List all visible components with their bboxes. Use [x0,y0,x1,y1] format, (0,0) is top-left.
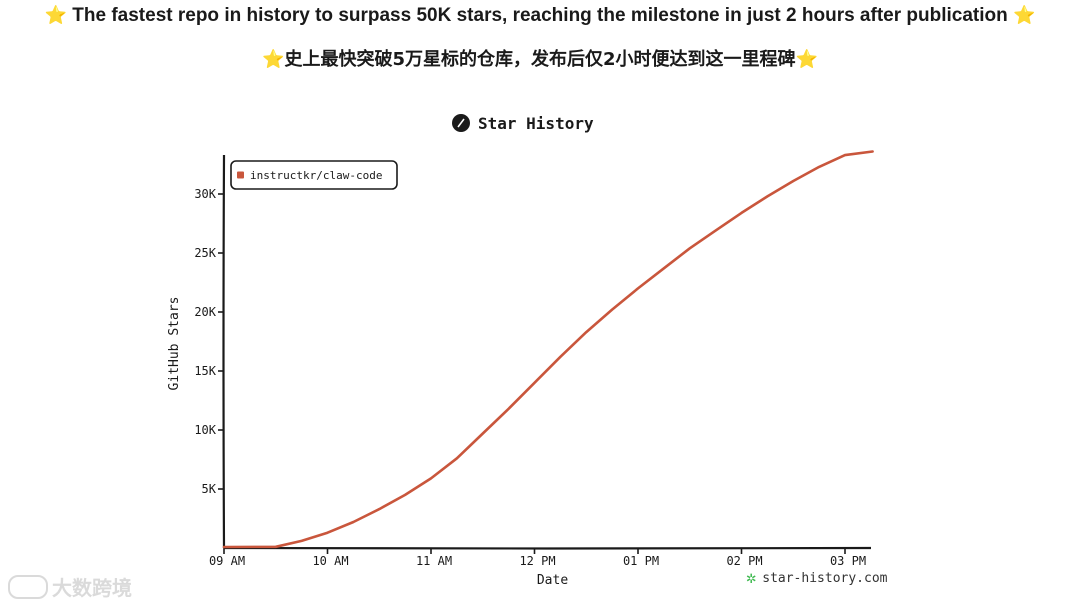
y-axis-label: GitHub Stars [167,297,182,391]
chart-series [222,150,874,549]
y-axis-ticks: 5K 10K 15K 20K 25K 30K [194,187,224,496]
y-tick-label: 10K [194,423,216,437]
x-tick-label: 12 PM [519,554,555,568]
headline-chinese-text: 史上最快突破5万星标的仓库，发布后仅2小时便达到这一里程碑 [284,49,796,70]
legend-swatch [237,171,244,179]
github-icon-mark [457,118,465,128]
x-tick-label: 10 AM [312,554,348,568]
legend-label: instructkr/claw-code [250,169,382,182]
series-line [222,150,874,549]
x-tick-label: 11 AM [416,554,452,568]
y-tick-label: 25K [194,246,216,260]
star-history-logo-icon: ✲ [746,568,757,588]
x-tick-label: 01 PM [623,554,659,568]
headline-english: ⭐ The fastest repo in history to surpass… [0,5,1080,27]
star-emoji-icon: ⭐ [262,49,285,70]
chart-title: Star History [478,114,594,133]
watermark: 大数跨境 [8,572,132,601]
legend-box [230,160,398,190]
x-axis-line [223,546,872,550]
x-tick-label: 03 PM [830,554,866,568]
star-emoji-icon: ⭐ [795,49,818,70]
star-history-brand[interactable]: ✲ star-history.com [746,570,887,587]
watermark-label: 大数跨境 [52,576,132,600]
x-tick-label: 09 AM [209,554,245,568]
headline-english-text: The fastest repo in history to surpass 5… [72,5,1008,26]
star-emoji-icon: ⭐ [44,5,67,25]
headline-chinese: ⭐史上最快突破5万星标的仓库，发布后仅2小时便达到这一里程碑⭐ [0,45,1080,71]
y-axis-line [222,154,226,549]
y-tick-label: 30K [194,187,216,201]
chart-title-group: Star History [452,114,594,133]
x-axis-label: Date [537,573,568,588]
y-tick-label: 20K [194,305,216,319]
watermark-logo-icon [8,574,48,599]
star-emoji-icon: ⭐ [1013,5,1036,25]
y-tick-label: 5K [202,482,217,496]
x-axis-ticks: 09 AM 10 AM 11 AM 12 PM 01 PM 02 PM 03 PM [209,548,866,568]
x-tick-label: 02 PM [726,554,762,568]
chart-axes [222,154,872,550]
brand-label: star-history.com [762,571,888,586]
y-tick-label: 15K [194,364,216,378]
chart-legend[interactable]: instructkr/claw-code [230,160,398,190]
